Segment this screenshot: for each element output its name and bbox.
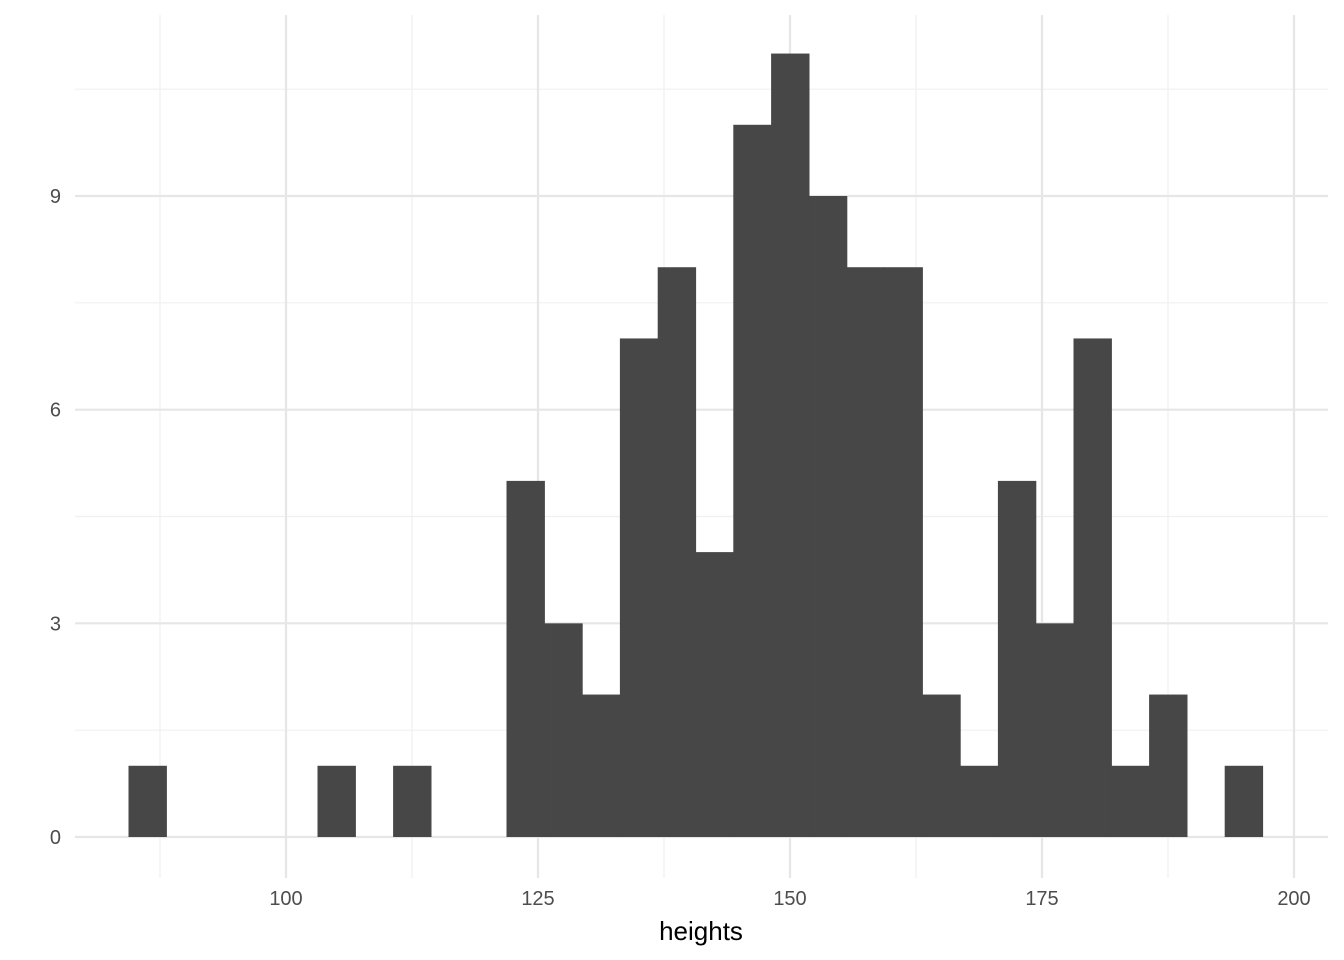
y-tick-label: 9: [50, 186, 61, 208]
histogram-bar: [1111, 765, 1150, 837]
histogram-bar: [733, 124, 772, 838]
histogram-bar: [619, 338, 659, 837]
histogram-bar: [582, 694, 621, 837]
histogram-bar: [922, 694, 961, 837]
y-tick-label: 0: [50, 827, 61, 849]
x-tick-label: 150: [773, 888, 806, 910]
histogram-bar: [506, 480, 545, 837]
y-tick-label: 3: [50, 613, 61, 635]
histogram-bar: [695, 552, 734, 837]
histogram-bar: [960, 765, 999, 837]
y-tick-label: 6: [50, 400, 61, 422]
x-tick-label: 175: [1025, 888, 1058, 910]
histogram-bar: [1149, 694, 1188, 837]
histogram-bar: [317, 765, 356, 837]
histogram-bar: [846, 267, 886, 837]
y-axis-tick-labels: 0 3 6 9: [50, 186, 61, 849]
histogram-bar: [128, 765, 167, 837]
histogram-bar: [544, 623, 583, 837]
histogram-bar: [884, 267, 923, 837]
x-tick-label: 200: [1277, 888, 1310, 910]
histogram-bar: [808, 196, 848, 837]
histogram-bar: [771, 53, 810, 838]
x-tick-label: 125: [521, 888, 554, 910]
histogram-bar: [997, 480, 1037, 837]
histogram-bar: [657, 267, 697, 837]
histogram-bar: [1073, 338, 1112, 837]
x-tick-label: 100: [269, 888, 302, 910]
histogram-bar: [1035, 623, 1075, 837]
histogram-bar: [393, 765, 432, 837]
histogram-bars: [128, 53, 1264, 838]
histogram-bar: [1224, 765, 1264, 837]
x-axis-title: heights: [659, 916, 743, 946]
x-axis-tick-labels: 100 125 150 175 200: [269, 888, 1310, 910]
